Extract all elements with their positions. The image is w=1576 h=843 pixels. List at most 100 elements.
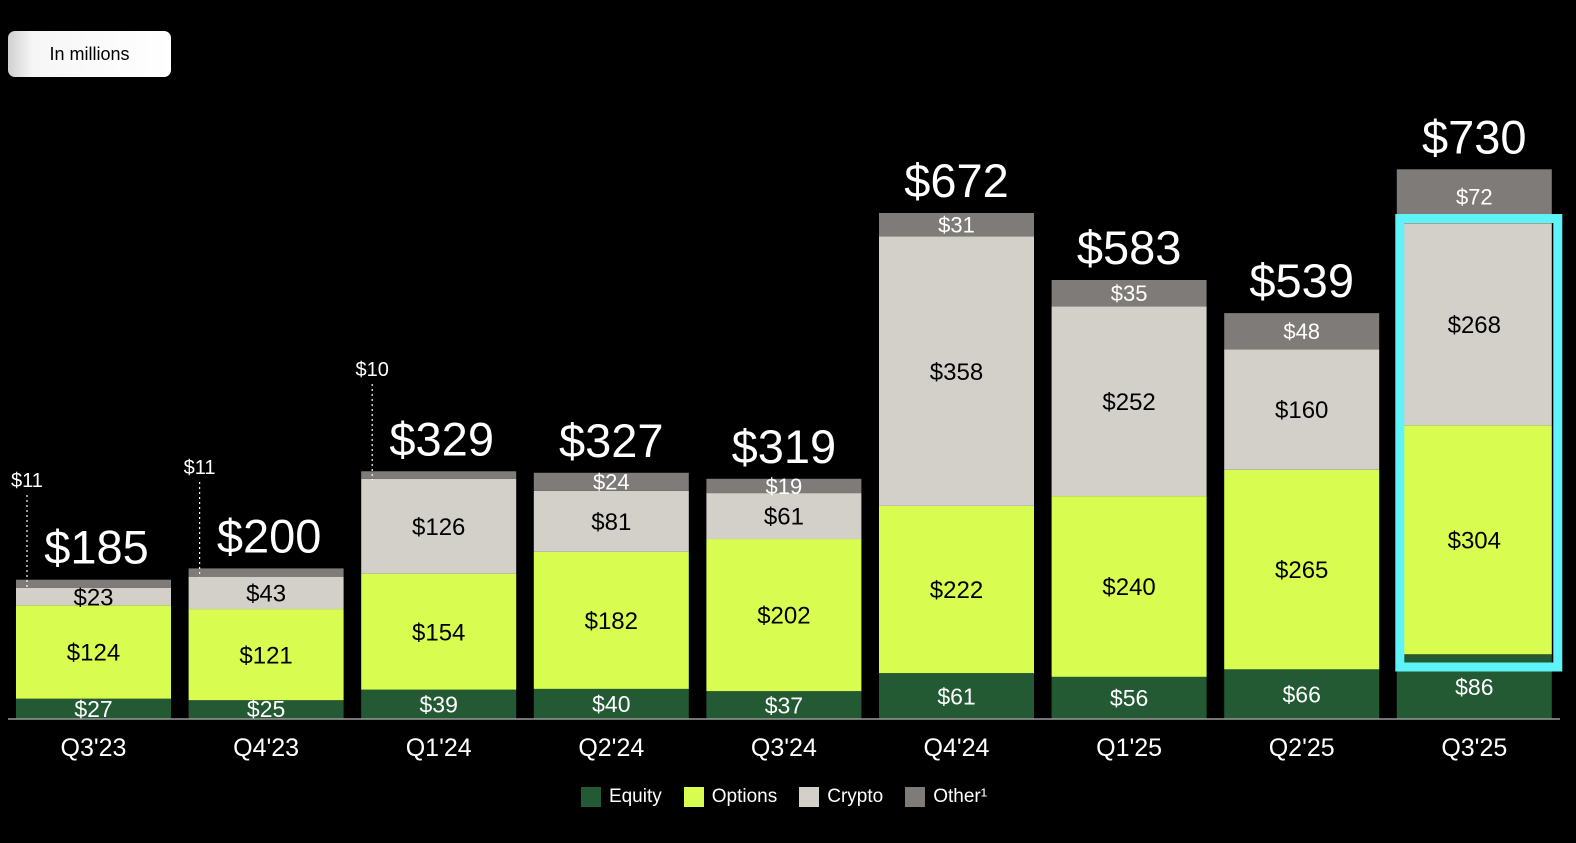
legend-label-options: Options: [711, 786, 778, 807]
tick-label-3: Q2'24: [578, 734, 644, 762]
label-equity-4: $37: [765, 692, 803, 718]
label-crypto-5: $358: [930, 359, 983, 386]
label-options-7: $265: [1275, 557, 1328, 584]
total-label-3: $327: [559, 414, 664, 467]
bar-other-1: [188, 568, 344, 577]
label-options-2: $154: [412, 619, 465, 646]
bar-other-7: [1224, 313, 1380, 350]
bar-crypto-8: [1396, 223, 1552, 426]
tick-label-1: Q4'23: [233, 734, 299, 762]
tick-label-8: Q3'25: [1441, 734, 1507, 762]
label-equity-7: $66: [1283, 681, 1321, 707]
bar-other-2: [361, 471, 517, 479]
legend-swatch-other: [905, 787, 926, 807]
label-options-0: $124: [67, 640, 120, 667]
legend-item-equity: Equity: [580, 786, 662, 808]
bar-options-5: [879, 505, 1034, 674]
bar-other-6: [1051, 280, 1207, 307]
tick-label-4: Q3'24: [751, 734, 817, 762]
bar-other-0: [16, 579, 171, 588]
legend-label-other: Other¹: [933, 786, 988, 807]
bar-equity-5: [879, 673, 1034, 719]
label-options-4: $202: [757, 603, 810, 630]
bar-crypto-5: [879, 236, 1034, 506]
bar-equity-6: [1051, 676, 1207, 719]
bar-equity-1: [188, 700, 344, 719]
label-other-8: $72: [1456, 184, 1493, 209]
label-equity-6: $56: [1110, 685, 1148, 711]
tick-label-5: Q4'24: [924, 734, 990, 762]
bar-options-1: [188, 609, 344, 701]
label-equity-8: $86: [1455, 674, 1493, 700]
label-other-3: $24: [593, 470, 630, 495]
label-crypto-4: $61: [764, 504, 804, 531]
bar-crypto-7: [1224, 349, 1380, 470]
legend-swatch-options: [683, 787, 704, 807]
bar-other-4: [706, 478, 862, 494]
bar-options-4: [706, 539, 862, 692]
total-label-4: $319: [732, 420, 837, 473]
label-other-6: $35: [1111, 281, 1148, 306]
label-crypto-7: $160: [1275, 397, 1328, 424]
legend-label-equity: Equity: [608, 786, 662, 807]
bar-crypto-0: [16, 587, 171, 606]
total-label-0: $185: [44, 521, 149, 574]
callout-label-1: $11: [184, 457, 216, 479]
label-crypto-8: $268: [1448, 312, 1501, 339]
bar-options-7: [1224, 469, 1380, 670]
label-other-5: $31: [938, 213, 975, 238]
chart-legend: Equity Options Crypto Other¹: [0, 786, 1568, 808]
legend-swatch-crypto: [799, 787, 820, 807]
highlight-box: [1395, 214, 1563, 672]
legend-swatch-equity: [580, 787, 601, 807]
label-crypto-3: $81: [591, 509, 631, 536]
bar-options-8: [1396, 425, 1552, 655]
bar-crypto-2: [361, 478, 517, 574]
bar-crypto-6: [1051, 306, 1207, 497]
bar-options-0: [16, 605, 171, 699]
bar-options-2: [361, 573, 517, 690]
label-crypto-1: $43: [246, 581, 286, 608]
tick-label-6: Q1'25: [1096, 734, 1162, 762]
label-crypto-6: $252: [1102, 389, 1155, 416]
total-label-6: $583: [1077, 221, 1182, 274]
unit-badge: In millions: [8, 31, 171, 77]
bar-options-3: [533, 551, 689, 689]
label-equity-3: $40: [592, 691, 630, 717]
bar-crypto-1: [188, 576, 344, 610]
legend-item-options: Options: [683, 786, 778, 808]
label-equity-2: $39: [420, 692, 458, 718]
total-label-8: $730: [1422, 110, 1527, 163]
callout-label-0: $11: [11, 470, 43, 492]
bar-equity-4: [706, 691, 862, 719]
label-crypto-0: $23: [73, 584, 113, 611]
label-crypto-2: $126: [412, 514, 465, 541]
label-other-7: $48: [1283, 319, 1320, 344]
total-label-2: $329: [389, 412, 494, 465]
label-options-5: $222: [930, 577, 983, 604]
legend-label-crypto: Crypto: [827, 786, 884, 807]
bar-equity-0: [16, 698, 171, 719]
callout-label-2: $10: [356, 359, 389, 381]
label-options-8: $304: [1448, 527, 1501, 554]
stacked-bar-chart: $27 $124 $23 $11 $185 Q3'23 $25 $121 $43 $11 $200 Q…: [8, 110, 1563, 762]
bar-crypto-4: [706, 493, 862, 540]
label-equity-0: $27: [74, 696, 112, 722]
bar-other-5: [879, 212, 1034, 237]
tick-label-7: Q2'25: [1269, 734, 1335, 762]
legend-item-other: Other¹: [905, 786, 987, 808]
total-label-1: $200: [217, 509, 322, 562]
label-options-1: $121: [239, 642, 292, 669]
total-label-7: $539: [1249, 254, 1354, 307]
bar-crypto-3: [533, 490, 689, 552]
label-options-6: $240: [1102, 574, 1155, 601]
legend-item-crypto: Crypto: [799, 786, 883, 808]
label-options-3: $182: [585, 608, 638, 635]
bar-options-6: [1051, 496, 1207, 677]
bar-equity-3: [533, 688, 689, 719]
bar-other-3: [533, 472, 689, 491]
tick-label-2: Q1'24: [406, 734, 472, 762]
bar-equity-2: [361, 689, 517, 719]
tick-label-0: Q3'23: [61, 734, 127, 762]
label-equity-5: $61: [937, 683, 975, 709]
